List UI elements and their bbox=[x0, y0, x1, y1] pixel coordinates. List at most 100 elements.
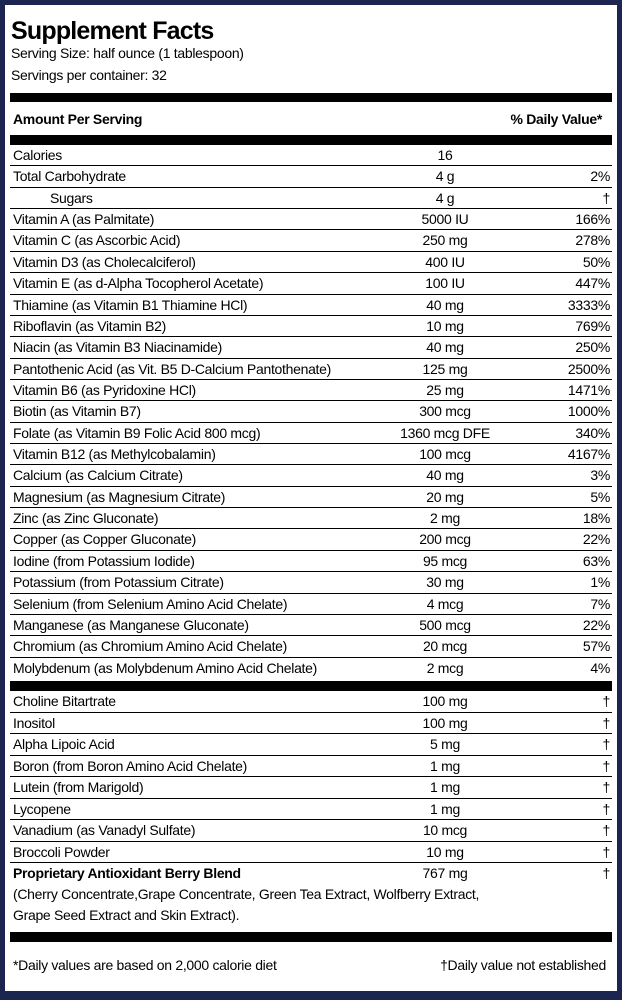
amount: 1360 mcg DFE bbox=[400, 424, 490, 441]
thick-rule bbox=[10, 93, 612, 102]
nutrient-name: Zinc (as Zinc Gluconate) bbox=[13, 510, 159, 527]
daily-value: 769% bbox=[575, 317, 610, 334]
daily-value: † bbox=[602, 822, 611, 838]
amount: 4 mcg bbox=[426, 595, 464, 612]
nutrient-name: Choline Bitartrate bbox=[13, 693, 116, 709]
blend-description: (Cherry Concentrate,Grape Concentrate, G… bbox=[13, 886, 480, 902]
nutrient-name: Boron (from Boron Amino Acid Chelate) bbox=[13, 757, 248, 774]
footnote: *Daily values are based on 2,000 calorie… bbox=[13, 957, 277, 973]
daily-value: † bbox=[602, 189, 611, 206]
amount: 5 mg bbox=[430, 736, 460, 752]
daily-value: 5% bbox=[590, 488, 610, 505]
daily-value: † bbox=[602, 800, 611, 817]
daily-value: † bbox=[602, 693, 611, 709]
table-row: Biotin (as Vitamin B7) 300 mcg 1000% bbox=[10, 401, 612, 423]
nutrient-name: Molybdenum (as Molybdenum Amino Acid Che… bbox=[13, 659, 317, 676]
servings-per-container: Servings per container: 32 bbox=[11, 67, 167, 83]
table-row: Pantothenic Acid (as Vit. B5 D-Calcium P… bbox=[10, 359, 612, 380]
table-row: Boron (from Boron Amino Acid Chelate) 1 m… bbox=[10, 756, 612, 777]
daily-value: † bbox=[602, 736, 611, 752]
amount: 1 mg bbox=[430, 779, 460, 795]
blend-name: Proprietary Antioxidant Berry Blend bbox=[13, 865, 241, 881]
table-row: Chromium (as Chromium Amino Acid Chelate… bbox=[10, 636, 612, 658]
table-row: Choline Bitartrate 100 mg † bbox=[10, 691, 612, 713]
daily-value: 2% bbox=[590, 168, 610, 185]
nutrient-name: Calcium (as Calcium Citrate) bbox=[13, 467, 183, 484]
daily-value: 1% bbox=[590, 574, 610, 591]
table-row: Copper (as Copper Gluconate) 200 mcg 22% bbox=[10, 529, 612, 551]
daily-value: † bbox=[602, 779, 611, 795]
nutrient-name: Potassium (from Potassium Citrate) bbox=[13, 574, 224, 591]
nutrient-name: Inositol bbox=[13, 714, 55, 731]
nutrient-name: Vitamin E (as d-Alpha Tocopherol Acetate… bbox=[13, 275, 264, 292]
nutrient-name: Biotin (as Vitamin B7) bbox=[13, 403, 141, 420]
nutrient-name: Lycopene bbox=[13, 800, 71, 817]
daily-value: 1000% bbox=[567, 403, 610, 420]
amount: 4 g bbox=[435, 189, 455, 206]
table-row: Alpha Lipoic Acid 5 mg † bbox=[10, 734, 612, 756]
table-row: Vitamin D3 (as Cholecalciferol) 400 IU 50% bbox=[10, 252, 612, 274]
table-row: Molybdenum (as Molybdenum Amino Acid Che… bbox=[10, 658, 612, 679]
table-row: Broccoli Powder 10 mg † bbox=[10, 842, 612, 863]
nutrient-name: Total Carbohydrate bbox=[13, 168, 126, 185]
column-header: Amount Per Serving bbox=[13, 111, 143, 127]
amount: 100 mcg bbox=[419, 446, 471, 463]
daily-value: 22% bbox=[582, 531, 610, 548]
amount: 40 mg bbox=[426, 296, 464, 313]
thick-rule bbox=[10, 135, 612, 145]
table-row: Niacin (as Vitamin B3 Niacinamide) 40 mg 2… bbox=[10, 337, 612, 359]
nutrient-name: Riboflavin (as Vitamin B2) bbox=[13, 317, 167, 334]
daily-value: 57% bbox=[582, 638, 610, 655]
thick-rule bbox=[10, 932, 612, 942]
footnote: †Daily value not established bbox=[440, 957, 606, 973]
amount: 95 mcg bbox=[422, 552, 468, 569]
nutrient-name: Vitamin B6 (as Pyridoxine HCl) bbox=[13, 381, 196, 398]
table-row: Riboflavin (as Vitamin B2) 10 mg 769% bbox=[10, 316, 612, 338]
amount: 10 mg bbox=[426, 317, 464, 334]
amount: 200 mcg bbox=[419, 531, 471, 548]
table-row: Zinc (as Zinc Gluconate) 2 mg 18% bbox=[10, 508, 612, 530]
amount: 16 bbox=[437, 147, 453, 163]
table-row: Total Carbohydrate 4 g 2% bbox=[10, 166, 612, 188]
amount: 250 mg bbox=[422, 232, 468, 249]
nutrient-name: Vanadium (as Vanadyl Sulfate) bbox=[13, 822, 196, 838]
daily-value: 1471% bbox=[567, 381, 610, 398]
daily-value: 166% bbox=[575, 211, 610, 228]
daily-value: 4% bbox=[590, 659, 610, 676]
table-row: Magnesium (as Magnesium Citrate) 20 mg 5% bbox=[10, 487, 612, 509]
nutrient-name: Sugars bbox=[50, 189, 93, 206]
daily-value: 3% bbox=[590, 467, 610, 484]
nutrient-name: Thiamine (as Vitamin B1 Thiamine HCl) bbox=[13, 296, 248, 313]
serving-size: Serving Size: half ounce (1 tablespoon) bbox=[11, 45, 244, 61]
amount: 2 mg bbox=[430, 510, 460, 527]
table-row: Lycopene 1 mg † bbox=[10, 799, 612, 820]
daily-value: 278% bbox=[575, 232, 610, 249]
daily-value: 18% bbox=[582, 510, 610, 527]
nutrient-name: Pantothenic Acid (as Vit. B5 D-Calcium P… bbox=[13, 360, 331, 377]
blend-amount: 767 mg bbox=[422, 865, 468, 881]
daily-value: 340% bbox=[575, 424, 610, 441]
nutrient-name: Copper (as Copper Gluconate) bbox=[13, 531, 197, 548]
table-row: Inositol 100 mg † bbox=[10, 713, 612, 734]
nutrient-name: Alpha Lipoic Acid bbox=[13, 736, 115, 752]
nutrient-name: Vitamin A (as Palmitate) bbox=[13, 211, 155, 228]
amount: 500 mcg bbox=[419, 616, 471, 633]
nutrient-name: Selenium (from Selenium Amino Acid Chela… bbox=[13, 595, 288, 612]
table-row: Vitamin B6 (as Pyridoxine HCl) 25 mg 1471% bbox=[10, 380, 612, 402]
table-row: Potassium (from Potassium Citrate) 30 mg 1… bbox=[10, 572, 612, 594]
daily-value: † bbox=[602, 714, 611, 731]
amount: 100 IU bbox=[425, 275, 465, 292]
nutrient-name: Vitamin B12 (as Methylcobalamin) bbox=[13, 446, 216, 463]
amount: 300 mcg bbox=[419, 403, 471, 420]
daily-value: 2500% bbox=[567, 360, 610, 377]
amount: 1 mg bbox=[430, 757, 460, 774]
table-row: Folate (as Vitamin B9 Folic Acid 800 mcg… bbox=[10, 423, 612, 445]
nutrient-name: Chromium (as Chromium Amino Acid Chelate… bbox=[13, 638, 288, 655]
amount: 30 mg bbox=[426, 574, 464, 591]
amount: 10 mg bbox=[426, 843, 464, 860]
nutrient-name: Calories bbox=[13, 147, 62, 163]
blend-description: Grape Seed Extract and Skin Extract). bbox=[13, 907, 240, 923]
blend-daily-value: † bbox=[602, 865, 611, 881]
nutrient-name: Folate (as Vitamin B9 Folic Acid 800 mcg… bbox=[13, 424, 261, 441]
amount: 40 mg bbox=[426, 339, 464, 356]
